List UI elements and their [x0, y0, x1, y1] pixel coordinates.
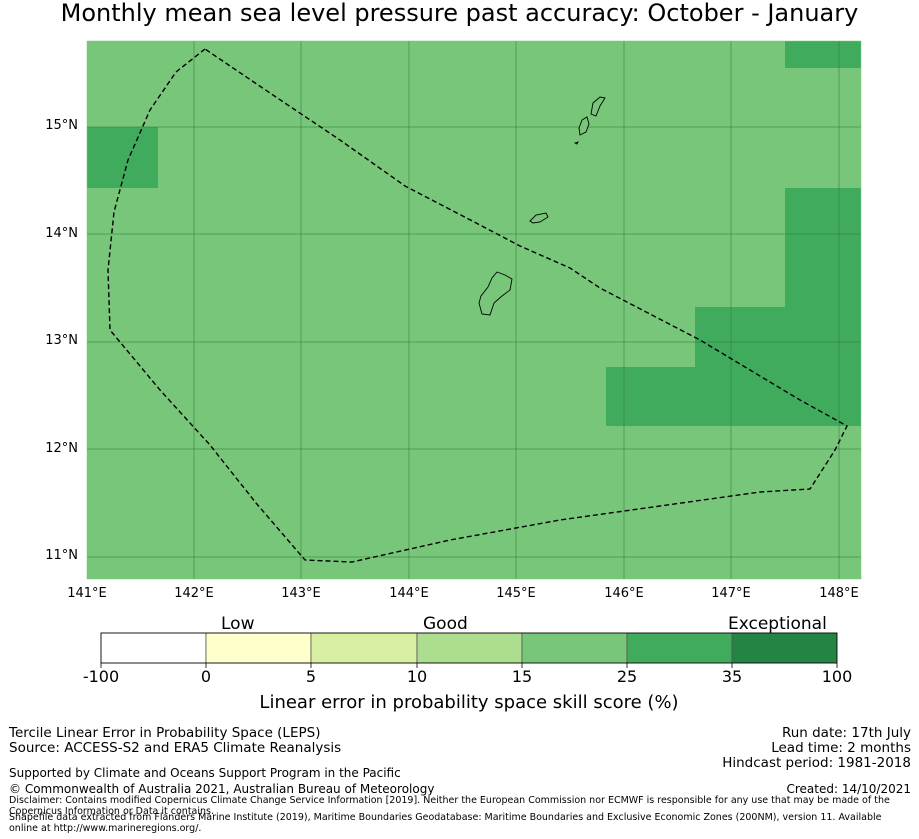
source-text: Source: ACCESS-S2 and ERA5 Climate Reana…	[9, 740, 342, 756]
lon-label: 147°E	[711, 586, 751, 601]
category-label-low: Low	[221, 614, 255, 634]
lon-label: 146°E	[604, 586, 644, 601]
colorbar-tick: 0	[200, 667, 212, 686]
hindcast-period: Hindcast period: 1981-2018	[722, 755, 911, 771]
lat-label: 13°N	[45, 333, 78, 348]
category-label-good: Good	[423, 614, 468, 634]
skill-cell	[606, 367, 861, 426]
lon-label: 148°E	[819, 586, 859, 601]
colorbar-tick: -100	[82, 667, 120, 686]
island-guam	[478, 271, 513, 316]
lat-label: 15°N	[45, 118, 78, 133]
map-frame	[86, 40, 862, 580]
colorbar-segment	[626, 632, 733, 664]
lon-label: 144°E	[389, 586, 429, 601]
support-text: Supported by Climate and Oceans Support …	[9, 766, 401, 780]
lon-label: 141°E	[67, 586, 107, 601]
skill-cell	[785, 188, 861, 307]
run-date: Run date: 17th July	[781, 725, 911, 741]
colorbar-tick: 35	[721, 667, 743, 686]
skill-cell	[785, 41, 861, 68]
island-aguijan	[573, 141, 579, 145]
copyright-text: © Commonwealth of Australia 2021, Austra…	[9, 782, 435, 796]
skill-cell	[695, 307, 861, 368]
colorbar-tick: 15	[511, 667, 533, 686]
colorbar-label: Linear error in probability space skill …	[259, 692, 679, 713]
created-date: Created: 14/10/2021	[786, 782, 911, 796]
colorbar-segment	[416, 632, 523, 664]
category-label-exceptional: Exceptional	[728, 614, 827, 634]
lead-time: Lead time: 2 months	[771, 740, 911, 756]
colorbar-segment	[310, 632, 418, 664]
eez-boundary	[107, 48, 848, 563]
colorbar-tick: 10	[406, 667, 428, 686]
lat-label: 12°N	[45, 441, 78, 456]
lat-label: 14°N	[45, 226, 78, 241]
islands	[478, 96, 606, 316]
colorbar-segment	[731, 632, 838, 664]
colorbar-segment	[521, 632, 628, 664]
colorbar	[100, 632, 838, 668]
colorbar-tick: 25	[616, 667, 638, 686]
colorbar-tick: 5	[305, 667, 317, 686]
method-text: Tercile Linear Error in Probability Spac…	[9, 725, 321, 741]
island-saipan	[590, 96, 606, 117]
skill-cell	[87, 127, 158, 188]
higher-skill-cells	[87, 41, 861, 426]
island-rota	[529, 212, 549, 224]
lon-label: 143°E	[281, 586, 321, 601]
colorbar-segment	[100, 632, 207, 664]
lat-label: 11°N	[45, 548, 78, 563]
colorbar-segment	[205, 632, 312, 664]
lon-label: 142°E	[174, 586, 214, 601]
gridlines	[87, 41, 861, 579]
disclaimer-text: Disclaimer: Contains modified Copernicus…	[9, 795, 890, 817]
map-title: Monthly mean sea level pressure past acc…	[60, 0, 859, 27]
island-tinian	[578, 116, 590, 136]
colorbar-tick: 100	[821, 667, 853, 686]
shapefile-credit: Shapefile data extracted from Flanders M…	[9, 812, 882, 834]
lon-label: 145°E	[496, 586, 536, 601]
